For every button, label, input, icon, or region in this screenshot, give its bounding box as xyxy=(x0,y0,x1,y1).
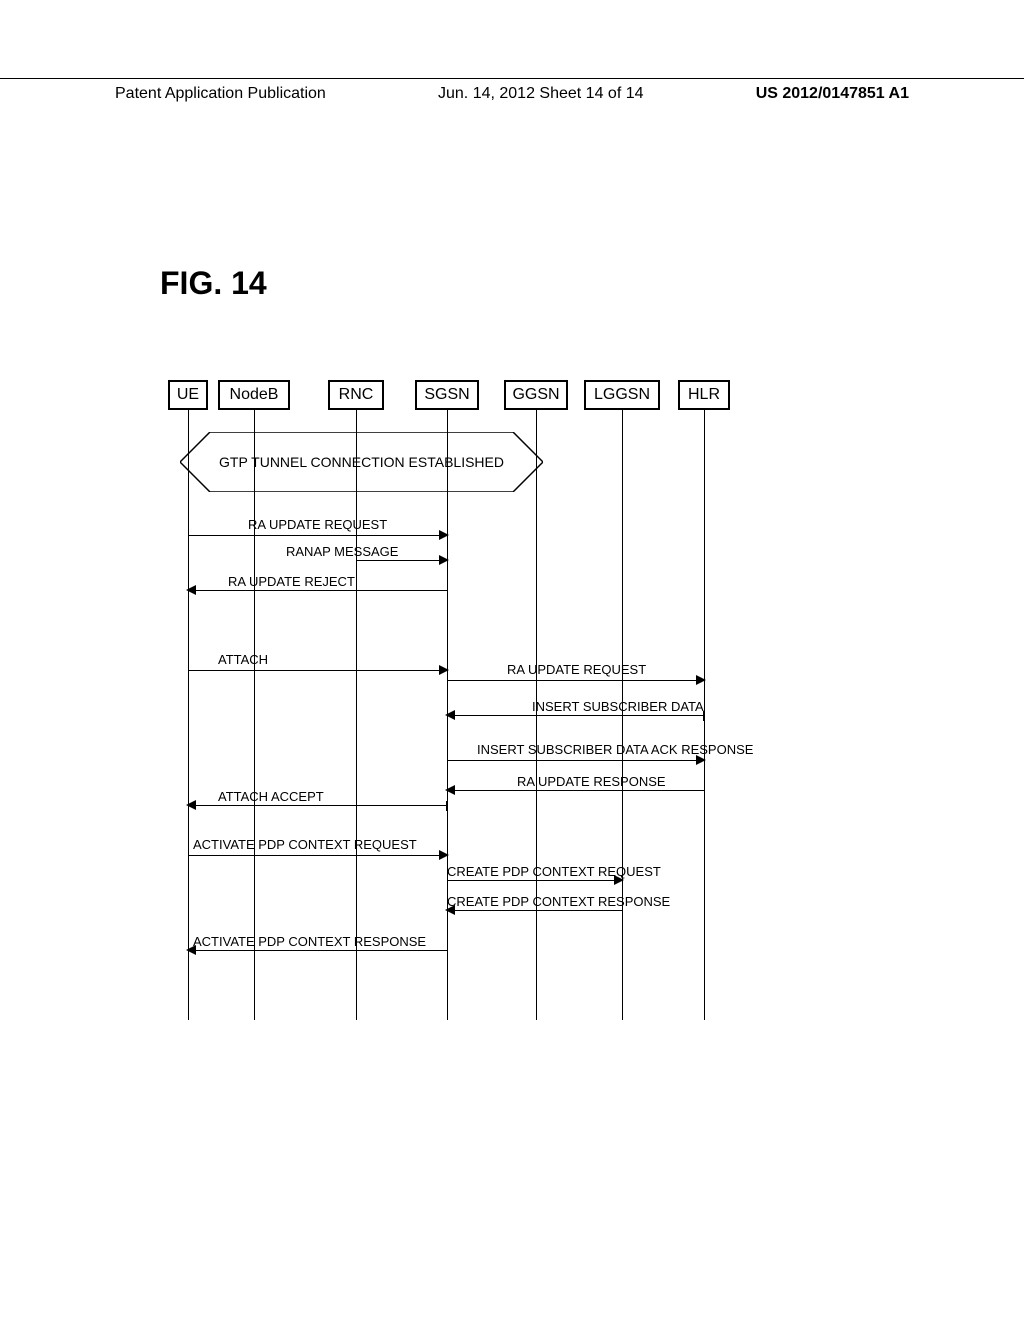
message-arrow xyxy=(188,535,447,536)
figure-title: FIG. 14 xyxy=(160,265,267,302)
participant-ggsn: GGSN xyxy=(504,380,568,410)
message-label: INSERT SUBSCRIBER DATA ACK RESPONSE xyxy=(477,742,753,757)
message-label: CREATE PDP CONTEXT RESPONSE xyxy=(447,894,670,909)
message-arrow xyxy=(356,560,447,561)
message-arrow xyxy=(188,670,447,671)
lifeline-nodeb xyxy=(254,410,255,1020)
message-arrow xyxy=(188,805,447,806)
message-label: ATTACH xyxy=(218,652,268,667)
message-arrow xyxy=(447,760,704,761)
message-arrow xyxy=(188,855,447,856)
message-arrow xyxy=(447,715,704,716)
message-label: RA UPDATE RESPONSE xyxy=(517,774,666,789)
message-label: RA UPDATE REQUEST xyxy=(248,517,387,532)
participant-rnc: RNC xyxy=(328,380,384,410)
page-header: Patent Application Publication Jun. 14, … xyxy=(0,78,1024,103)
message-label: RANAP MESSAGE xyxy=(286,544,398,559)
message-label: ACTIVATE PDP CONTEXT RESPONSE xyxy=(193,934,426,949)
message-label: ATTACH ACCEPT xyxy=(218,789,324,804)
participant-sgsn: SGSN xyxy=(415,380,479,410)
header-date-sheet: Jun. 14, 2012 Sheet 14 of 14 xyxy=(438,85,644,103)
participant-ue: UE xyxy=(168,380,208,410)
lifeline-rnc xyxy=(356,410,357,1020)
message-label: RA UPDATE REQUEST xyxy=(507,662,646,677)
participant-nodeb: NodeB xyxy=(218,380,290,410)
message-arrow xyxy=(447,910,622,911)
message-arrow xyxy=(188,590,447,591)
message-label: INSERT SUBSCRIBER DATA xyxy=(532,699,704,714)
message-arrow xyxy=(447,680,704,681)
message-arrow xyxy=(447,880,622,881)
lifeline-ue xyxy=(188,410,189,1020)
gtp-tunnel-label: GTP TUNNEL CONNECTION ESTABLISHED xyxy=(180,432,543,492)
message-label: RA UPDATE REJECT xyxy=(228,574,355,589)
message-arrow xyxy=(447,790,704,791)
message-arrow xyxy=(188,950,447,951)
participant-hlr: HLR xyxy=(678,380,730,410)
lifeline-hlr xyxy=(704,410,705,1020)
sequence-diagram: GTP TUNNEL CONNECTION ESTABLISHED UE Node… xyxy=(168,380,928,1020)
message-label: ACTIVATE PDP CONTEXT REQUEST xyxy=(193,837,417,852)
header-publication: Patent Application Publication xyxy=(115,85,326,103)
gtp-tunnel-banner: GTP TUNNEL CONNECTION ESTABLISHED xyxy=(180,432,543,492)
participant-lggsn: LGGSN xyxy=(584,380,660,410)
header-pubnumber: US 2012/0147851 A1 xyxy=(756,85,909,103)
message-label: CREATE PDP CONTEXT REQUEST xyxy=(447,864,661,879)
